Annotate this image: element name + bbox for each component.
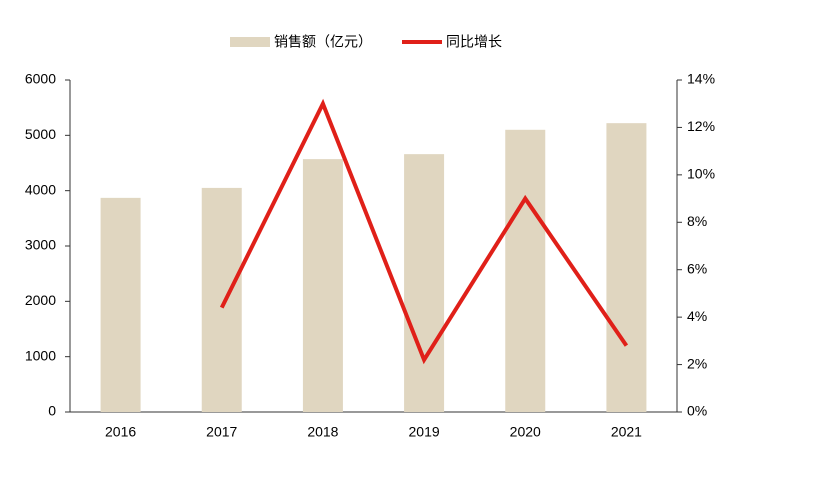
x-tick-label: 2020 xyxy=(510,424,541,440)
y2-tick-label: 0% xyxy=(687,403,707,419)
y-tick-label: 3000 xyxy=(25,237,56,253)
x-tick-label: 2017 xyxy=(206,424,237,440)
y-tick-label: 4000 xyxy=(25,181,56,197)
bar xyxy=(606,123,647,412)
y2-tick-label: 8% xyxy=(687,213,707,229)
y-tick-label: 0 xyxy=(48,403,56,419)
x-tick-label: 2019 xyxy=(409,424,440,440)
x-tick-label: 2018 xyxy=(307,424,338,440)
line xyxy=(219,98,629,365)
bar xyxy=(302,159,343,412)
bar xyxy=(404,154,445,412)
y-tick-label: 2000 xyxy=(25,292,56,308)
y2-tick-label: 10% xyxy=(687,166,715,182)
legend-swatch xyxy=(230,37,270,47)
y-tick-label: 1000 xyxy=(25,347,56,363)
y-tick-label: 5000 xyxy=(25,126,56,142)
x-tick-label: 2021 xyxy=(611,424,642,440)
bar xyxy=(100,197,141,412)
y2-tick-label: 12% xyxy=(687,118,715,134)
bar xyxy=(505,129,546,413)
y2-tick-label: 6% xyxy=(687,260,707,276)
bar xyxy=(201,187,242,412)
legend-label: 同比增长 xyxy=(446,34,502,50)
y2-tick-label: 2% xyxy=(687,355,707,371)
y2-tick-label: 4% xyxy=(687,308,707,324)
y2-tick-label: 14% xyxy=(687,71,715,87)
y-tick-label: 6000 xyxy=(25,71,56,87)
x-tick-label: 2016 xyxy=(105,424,136,440)
legend-label: 销售额（亿元） xyxy=(274,34,372,50)
